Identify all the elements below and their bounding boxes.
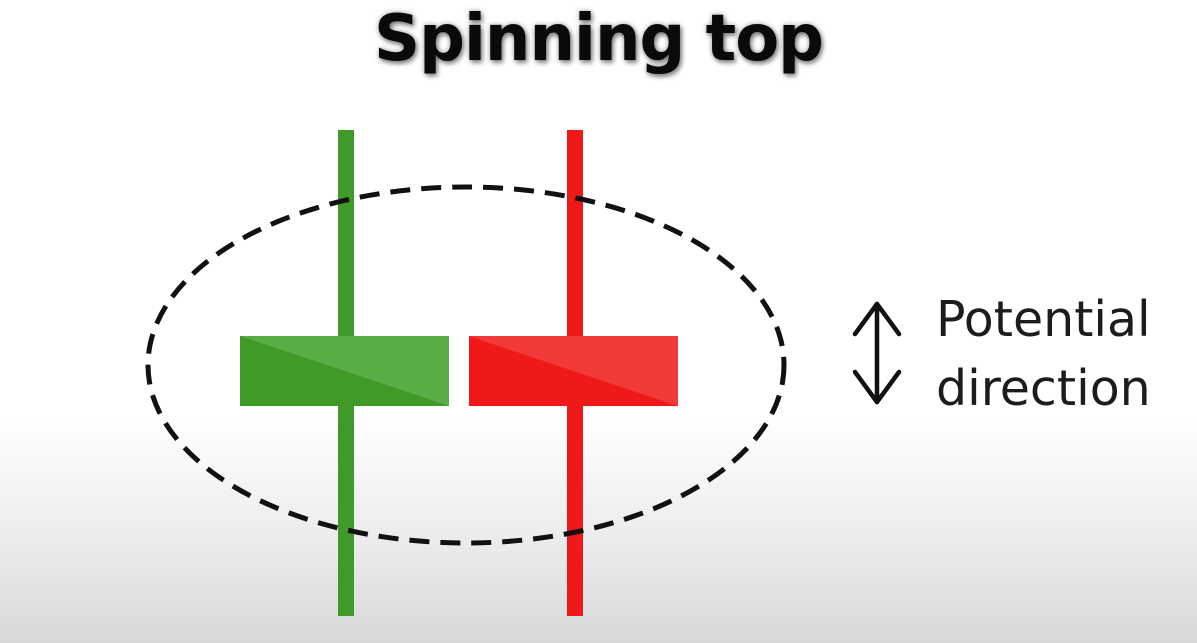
direction-label-line2: direction bbox=[936, 360, 1151, 417]
red-candle bbox=[469, 130, 678, 616]
highlight-ellipse bbox=[145, 184, 787, 546]
diagram-title: Spinning top bbox=[374, 2, 824, 76]
double-arrow-icon bbox=[852, 301, 902, 405]
green-candle-highlight bbox=[240, 336, 449, 406]
direction-label-line1: Potential bbox=[936, 291, 1151, 348]
green-candle bbox=[240, 130, 449, 616]
red-candle-highlight bbox=[469, 336, 678, 406]
